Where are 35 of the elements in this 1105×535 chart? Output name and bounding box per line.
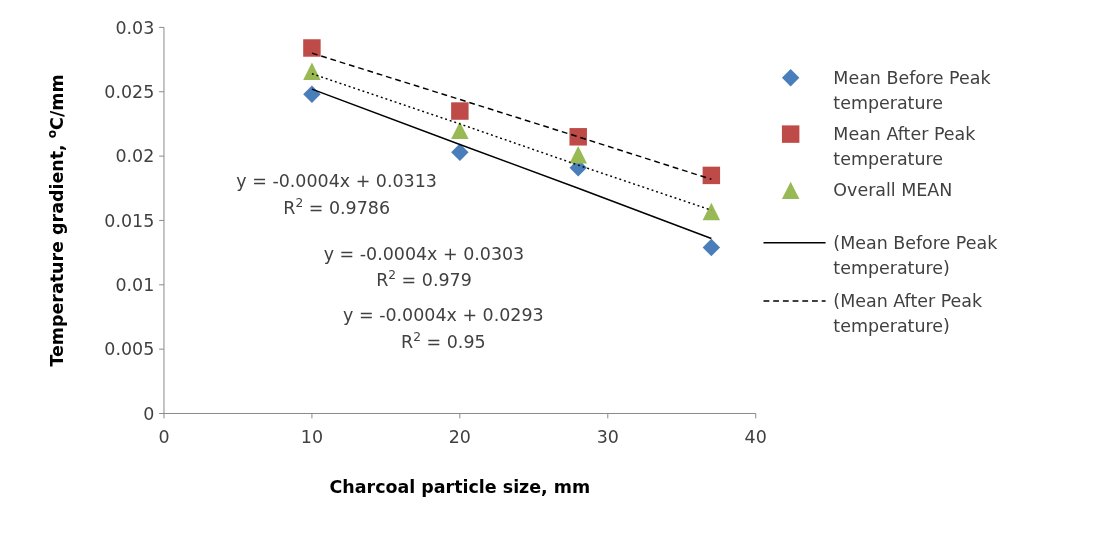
x-tick-label: 20 [448, 426, 471, 447]
y-tick-label: 0.015 [104, 210, 155, 231]
legend-label: (Mean Before Peak temperature) [833, 232, 999, 278]
annotation: y = -0.0004x + 0.0293 [343, 305, 544, 326]
point [702, 166, 721, 185]
annotation: R$^{2}$ = 0.979 [376, 268, 472, 291]
point [451, 102, 469, 120]
point [569, 128, 587, 146]
y-tick-label: 0 [143, 403, 155, 424]
y-tick-label: 0.01 [115, 274, 155, 295]
point [451, 121, 469, 140]
point [702, 238, 721, 257]
y-tick-label: 0.02 [115, 146, 155, 167]
legend-label: Mean Before Peak temperature [833, 67, 992, 113]
x-tick-label: 40 [744, 426, 767, 447]
annotation: y = -0.0004x + 0.0303 [323, 244, 525, 265]
x-tick-label: 10 [300, 426, 324, 447]
x-tick-label: 0 [158, 426, 170, 447]
point [451, 143, 469, 161]
x-tick-label: 30 [596, 426, 619, 447]
legend-label: (Mean After Peak temperature) [833, 290, 984, 337]
point [303, 39, 321, 57]
point [702, 202, 721, 221]
annotation: R$^{2}$ = 0.95 [401, 329, 486, 352]
point [303, 62, 321, 80]
x-axis-title: Charcoal particle size, mm [329, 477, 591, 498]
annotation: R$^{2}$ = 0.9786 [283, 195, 391, 218]
y-tick-label: 0.025 [104, 81, 155, 102]
legend-label: Mean After Peak temperature [833, 123, 977, 170]
point [303, 85, 321, 104]
y-tick-label: 0.03 [115, 17, 155, 38]
legend-label: Overall MEAN [833, 180, 953, 201]
y-tick-label: 0.005 [104, 339, 155, 360]
point [569, 146, 587, 164]
annotation: y = -0.0004x + 0.0313 [236, 171, 437, 192]
